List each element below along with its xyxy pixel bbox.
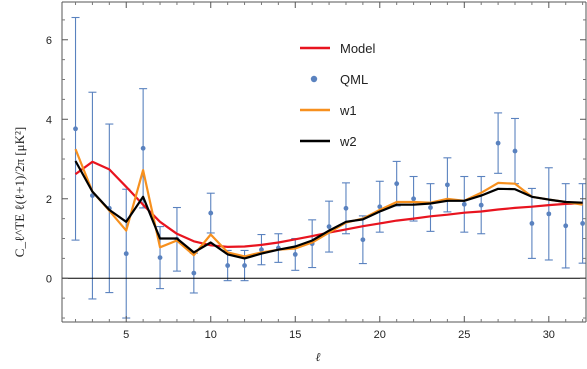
qml-point-group <box>257 233 266 266</box>
legend-label-qml: QML <box>340 72 368 87</box>
qml-point <box>563 223 569 229</box>
legend-entry-model: Model <box>300 41 376 56</box>
qml-point-group <box>511 117 520 185</box>
legend-marker-qml <box>310 75 318 83</box>
x-tick-label: 30 <box>543 329 555 341</box>
qml-point-group <box>189 252 198 294</box>
legend-entry-w1: w1 <box>300 103 357 118</box>
qml-point <box>225 263 231 268</box>
qml-point-group <box>358 215 367 265</box>
legend-label-model: Model <box>340 41 376 56</box>
x-tick-label: 20 <box>374 329 386 341</box>
x-axis-label: ℓ <box>316 350 321 364</box>
qml-point <box>512 148 518 154</box>
series-line-w1 <box>74 148 583 258</box>
qml-point <box>461 201 467 207</box>
qml-point-group <box>578 183 586 264</box>
qml-point <box>343 205 349 211</box>
legend-label-w1: w1 <box>339 103 357 118</box>
qml-point-group <box>341 182 350 235</box>
qml-point <box>428 205 433 210</box>
qml-point <box>411 196 416 202</box>
qml-point-group <box>477 175 486 235</box>
qml-point <box>208 210 214 216</box>
qml-point-group <box>291 237 300 271</box>
qml-point <box>495 140 501 146</box>
legend-entry-qml: QML <box>310 72 368 87</box>
x-tick-label: 10 <box>205 329 217 341</box>
x-tick-label: 5 <box>123 329 129 341</box>
qml-point-group <box>325 200 334 253</box>
qml-point-group <box>494 112 503 174</box>
qml-point-group <box>527 187 536 259</box>
legend-entry-w2: w2 <box>300 134 357 149</box>
qml-point <box>444 182 450 188</box>
qml-point-group <box>392 160 401 207</box>
y-axis-label: C_ℓ^TE ℓ(ℓ+1)/2π [μK²] <box>12 127 27 257</box>
qml-point <box>191 270 197 276</box>
qml-point-group <box>122 188 131 319</box>
y-tick-label: 0 <box>46 273 52 285</box>
plot-area <box>71 16 586 319</box>
x-tick-label: 15 <box>289 329 301 341</box>
qml-point-group <box>409 175 418 222</box>
qml-point <box>157 255 163 261</box>
qml-point <box>326 224 332 229</box>
y-tick-label: 4 <box>46 114 52 126</box>
chart-legend: Model QML w1 w2 <box>300 41 376 149</box>
qml-point <box>259 247 264 253</box>
chart-marks <box>71 16 586 319</box>
qml-point <box>546 211 552 217</box>
qml-point <box>242 263 247 268</box>
x-tick-label: 25 <box>458 329 470 341</box>
qml-point <box>292 252 298 257</box>
chart-axes: 5 10 15 20 25 30 0 2 4 6 <box>46 1 587 341</box>
qml-point <box>360 237 366 243</box>
qml-point-group <box>561 183 570 269</box>
qml-point <box>529 221 535 226</box>
y-tick-label: 2 <box>46 194 52 206</box>
qml-point-group <box>426 183 435 232</box>
qml-point <box>478 202 484 208</box>
qml-point-group <box>139 88 148 209</box>
qml-point <box>123 251 129 257</box>
qml-point <box>73 126 78 132</box>
qml-point-group <box>544 167 553 261</box>
qml-point-group <box>206 192 215 234</box>
qml-point-group <box>443 157 452 213</box>
qml-point <box>580 221 586 226</box>
qml-point <box>377 204 383 210</box>
qml-point-group <box>88 91 97 300</box>
qml-point-group <box>71 16 80 241</box>
y-tick-label: 6 <box>46 35 52 47</box>
qml-point <box>394 181 400 187</box>
qml-point-group <box>460 175 469 233</box>
qml-point <box>140 145 146 151</box>
series-line-w2 <box>74 160 583 260</box>
legend-label-w2: w2 <box>339 134 357 149</box>
